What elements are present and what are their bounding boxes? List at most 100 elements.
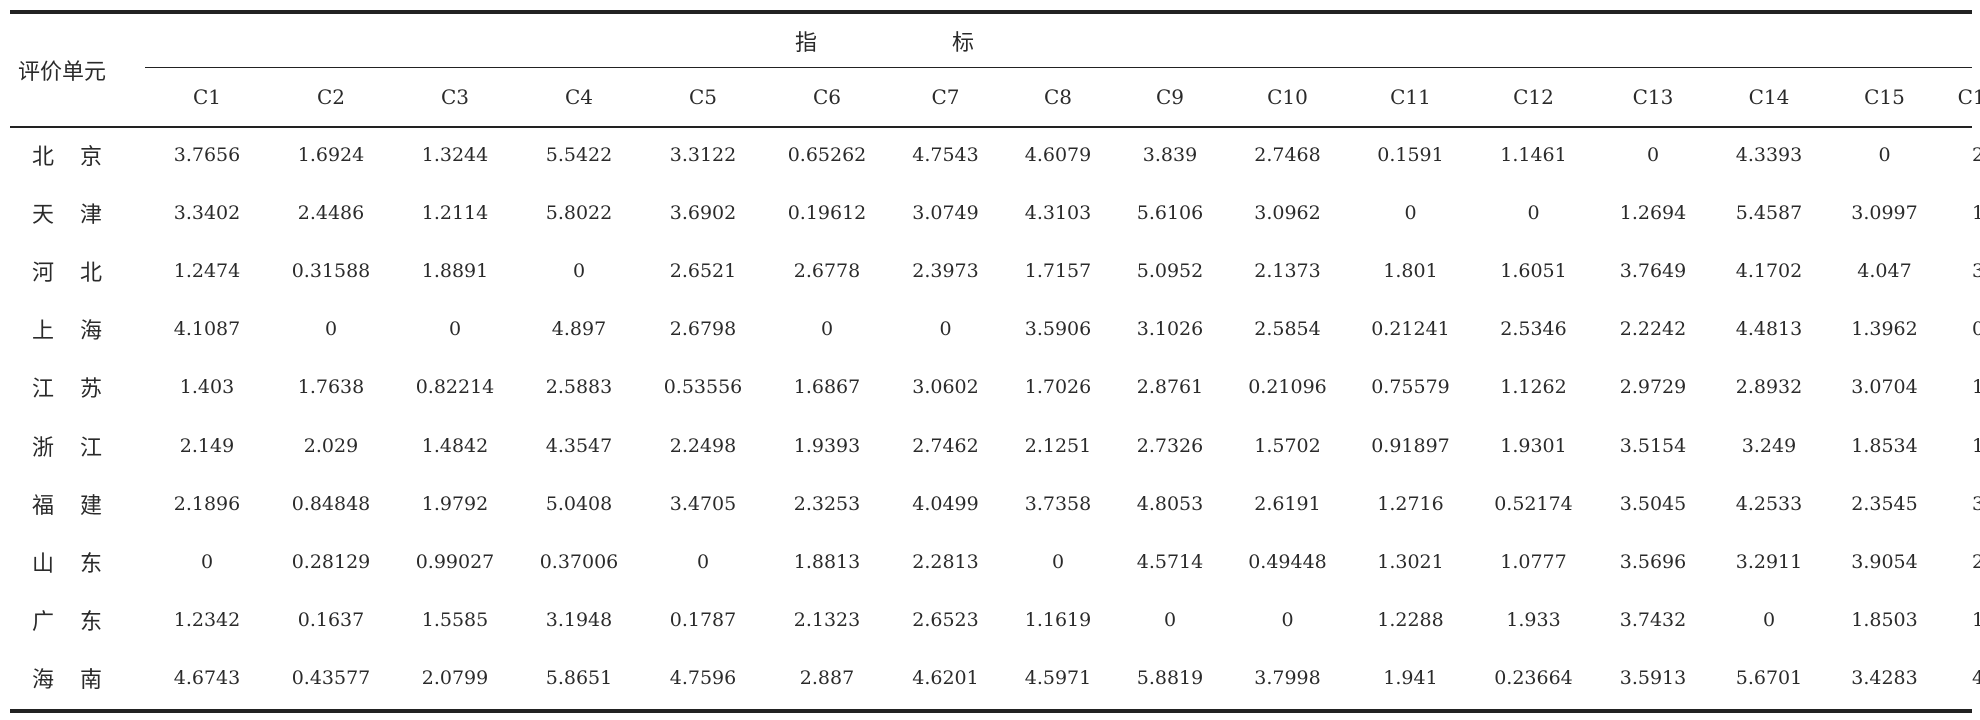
- table-cell: 0.23664: [1494, 666, 1573, 689]
- column-header: C8: [1043, 84, 1073, 109]
- table-cell: 2.1896: [173, 492, 241, 515]
- table-cell: 0.28129: [291, 550, 371, 573]
- table-cell: 5.5422: [545, 144, 613, 167]
- table-cell: 4.7543: [912, 144, 979, 167]
- table-cell: 2.1323: [793, 608, 861, 631]
- table-cell: 3.5154: [1619, 434, 1687, 457]
- table-cell: 3.7358: [1024, 492, 1092, 515]
- table-cell: 0: [939, 318, 952, 341]
- table-cell: 0: [324, 318, 338, 341]
- table-cell: 0.1591: [1377, 144, 1444, 167]
- table-cell: 3.5906: [1024, 318, 1092, 341]
- table-row: 海南 4.6743 0.43577 2.0799 5.8651 4.7596 2.887 4.…: [10, 649, 1980, 707]
- table-cell: 2.2813: [912, 550, 979, 573]
- table-cell: 2.8932: [1735, 376, 1803, 399]
- column-header: C15: [1864, 84, 1905, 109]
- table-cell: 1.2342: [173, 608, 241, 631]
- table-cell: 1.9393: [793, 434, 861, 457]
- table-cell: 0.19612: [787, 202, 867, 225]
- table-cell: 3.0997: [1851, 202, 1918, 225]
- column-header: C11: [1390, 84, 1431, 109]
- column-header: C4: [564, 84, 594, 109]
- table-cell: 1.6924: [297, 144, 365, 167]
- table-cell: 1.2716: [1377, 492, 1444, 515]
- table-cell: 0.49448: [1248, 550, 1327, 573]
- table-cell: 1.933: [1506, 608, 1561, 631]
- table-cell: 2.6191: [1254, 492, 1321, 515]
- row-unit-label: 北京: [32, 145, 129, 171]
- column-header: C14: [1748, 84, 1790, 109]
- table-cell: 1.5702: [1254, 434, 1321, 457]
- table-cell: 2.1373: [1254, 260, 1321, 283]
- table-cell: 0.52174: [1494, 492, 1573, 515]
- table-cell: 3.7649: [1619, 260, 1687, 283]
- table-cell: 4.8053: [1136, 492, 1204, 515]
- table-cell: 1.2694: [1619, 202, 1687, 225]
- table-cell: 0: [1762, 608, 1776, 631]
- table-cell: 0: [572, 260, 586, 283]
- table-cell: 1.9301: [1500, 434, 1567, 457]
- table-cell: 2: [1971, 550, 1980, 573]
- table-cell: 3.0962: [1254, 202, 1321, 225]
- table-cell: 2.0799: [421, 666, 489, 689]
- table-cell: 3.839: [1142, 144, 1198, 167]
- table-cell: 1.403: [179, 376, 235, 399]
- indicator-group-char: 标: [951, 30, 975, 56]
- table-cell: 0: [1878, 144, 1891, 167]
- table-cell: 1.4842: [421, 434, 489, 457]
- table-cell: 4.5971: [1024, 666, 1092, 689]
- table-cell: 2.3253: [793, 492, 861, 515]
- table-cell: 0.21241: [1371, 318, 1450, 341]
- header-bottom-rule: [10, 126, 1972, 128]
- table-cell: 2.5883: [545, 376, 613, 399]
- column-header: C9: [1155, 84, 1185, 109]
- table-cell: 1.6051: [1500, 260, 1567, 283]
- table-cell: 0: [1281, 608, 1294, 631]
- table-cell: 1.6867: [793, 376, 861, 399]
- table-cell: 0.43577: [291, 666, 371, 689]
- table-cell: 3.5045: [1619, 492, 1687, 515]
- table-cell: 3: [1971, 260, 1980, 283]
- table-cell: 4.3393: [1735, 144, 1803, 167]
- table-cell: 2.2242: [1619, 318, 1687, 341]
- table-cell: 1.2288: [1377, 608, 1444, 631]
- column-header: C10: [1267, 84, 1308, 109]
- table-cell: 1.2474: [173, 260, 241, 283]
- table-cell: 1.7026: [1024, 376, 1092, 399]
- table-cell: 2.149: [179, 434, 235, 457]
- table-cell: 0.1787: [669, 608, 737, 631]
- table-cell: 1.3962: [1851, 318, 1918, 341]
- table-row: 河北 1.2474 0.31588 1.8891 0 2.6521 2.6778 2.3973…: [10, 242, 1980, 300]
- table-row: 广东 1.2342 0.1637 1.5585 3.1948 0.1787 2.1323 2.…: [10, 591, 1980, 649]
- column-header: C1: [192, 84, 222, 109]
- table-cell: 0: [200, 550, 214, 573]
- table-cell: 2.5854: [1254, 318, 1321, 341]
- table-cell: 3.7432: [1619, 608, 1687, 631]
- table-cell: 1.1262: [1500, 376, 1567, 399]
- table-cell: 5.8022: [545, 202, 613, 225]
- table-cell: 0.37006: [539, 550, 619, 573]
- table-cell: 3.4283: [1851, 666, 1918, 689]
- table-cell: 4.897: [551, 318, 607, 341]
- table-cell: 1.941: [1383, 666, 1438, 689]
- row-unit-label: 福建: [32, 493, 129, 519]
- table-cell: 3.1026: [1136, 318, 1204, 341]
- table-cell: 3.7656: [173, 144, 241, 167]
- table-cell: 1.9792: [421, 492, 489, 515]
- table-cell: 2.6798: [669, 318, 737, 341]
- table-cell: 0.53556: [663, 376, 743, 399]
- table-cell: 0.65262: [787, 144, 867, 167]
- table-cell: 2.3545: [1851, 492, 1918, 515]
- table-cell: 0.1637: [297, 608, 365, 631]
- table-cell: 2.7462: [912, 434, 979, 457]
- table-cell: 0: [1527, 202, 1540, 225]
- table-cell: 2.2498: [669, 434, 737, 457]
- row-unit-label: 浙江: [32, 435, 129, 461]
- table-cell: 3.6902: [669, 202, 737, 225]
- table-cell: 3.3402: [173, 202, 241, 225]
- table-cell: 2.7326: [1136, 434, 1204, 457]
- table-row: 北京 3.7656 1.6924 1.3244 5.5422 3.3122 0.65262 4…: [10, 126, 1980, 184]
- table-cell: 1: [1971, 202, 1980, 225]
- table-cell: 3.0704: [1851, 376, 1918, 399]
- table-cell: 1.8813: [793, 550, 861, 573]
